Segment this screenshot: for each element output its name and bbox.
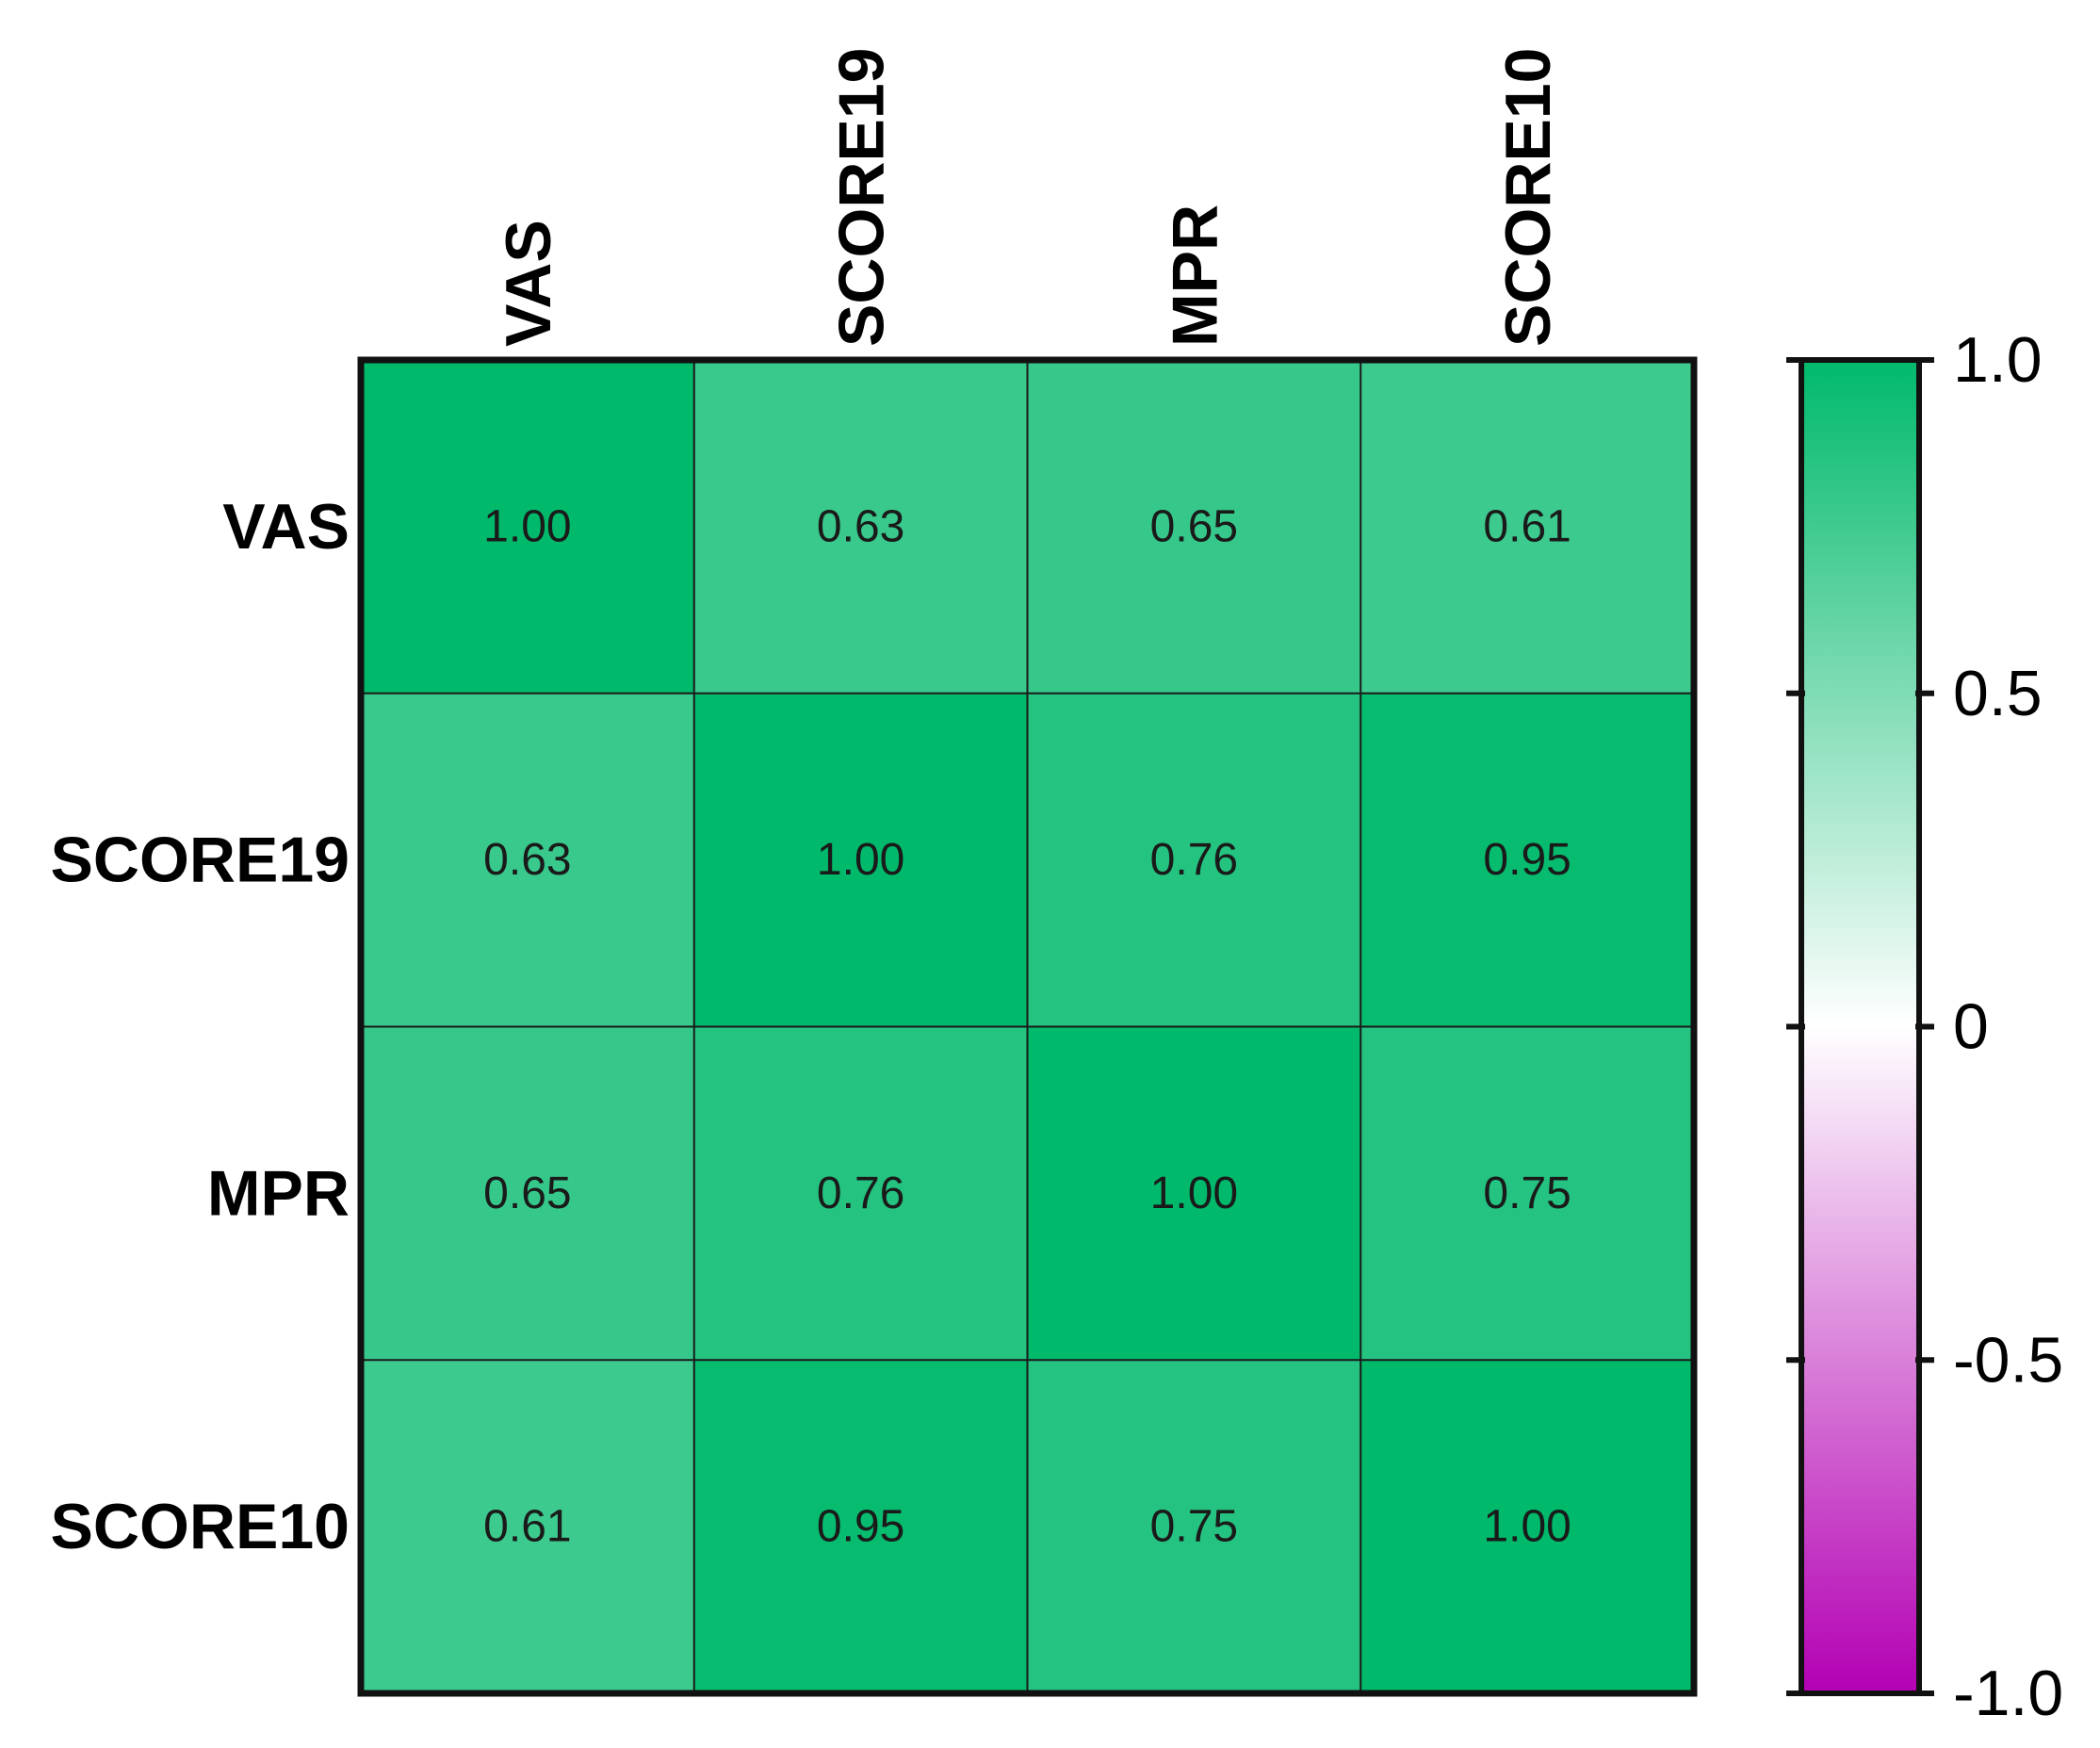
cell-value-label: 0.63: [817, 501, 904, 551]
heatmap-cell-mpr-score10: [1360, 1026, 1694, 1361]
row-label-vas: VAS: [222, 491, 350, 563]
row-label-mpr: MPR: [207, 1157, 350, 1229]
cell-value-label: 0.75: [1150, 1502, 1238, 1552]
column-label-vas: VAS: [493, 220, 564, 347]
colorbar: 1.0 0.5 0 -0.5 -1.0: [1786, 324, 2063, 1729]
heatmap-cell-score10-mpr: [1027, 1360, 1361, 1693]
colorbar-bar: [1799, 357, 1922, 1696]
heatmap-cell-score10-score10: [1360, 1360, 1694, 1693]
heatmap-cell-vas-vas: [361, 360, 694, 694]
heatmap-cell-mpr-vas: [361, 1026, 694, 1361]
heatmap-cell-mpr-score19: [693, 1026, 1028, 1361]
cell-value-label: 1.00: [1483, 1502, 1571, 1552]
heatmap-cell-score19-score10: [1360, 693, 1694, 1027]
heatmap-cell-score19-score19: [693, 693, 1028, 1027]
cell-value-label: 0.63: [483, 835, 571, 885]
heatmap-cells: 1.00 0.63 0.65 0.61 0.63 1.00 0.76 0.95 0.65 0.76…: [361, 360, 1694, 1693]
heatmap-cell-score10-score19: [693, 1360, 1028, 1693]
row-label-score10: SCORE10: [51, 1491, 350, 1562]
column-label-score19: SCORE19: [826, 48, 898, 347]
cell-value-label: 1.00: [817, 835, 904, 885]
heatmap-cell-vas-mpr: [1027, 360, 1361, 694]
cell-value-label: 1.00: [483, 501, 571, 551]
heatmap-cell-vas-score10: [1360, 360, 1694, 694]
cell-value-label: 0.95: [817, 1502, 904, 1552]
colorbar-tick-label: 1.0: [1953, 324, 2043, 396]
colorbar-tick-label: -1.0: [1953, 1658, 2063, 1729]
cell-value-label: 0.95: [1483, 835, 1571, 885]
cell-value-label: 0.65: [1150, 501, 1238, 551]
cell-value-label: 0.76: [1150, 835, 1238, 885]
heatmap-frame: [357, 356, 1698, 1697]
column-labels: VAS SCORE19 MPR SCORE10: [493, 48, 1564, 347]
heatmap-cell-score10-vas: [361, 1360, 694, 1693]
cell-value-label: 0.75: [1483, 1168, 1571, 1218]
cell-value-label: 0.61: [483, 1502, 571, 1552]
heatmap-cell-mpr-mpr: [1027, 1026, 1361, 1361]
row-labels: VAS SCORE19 MPR SCORE10: [51, 491, 350, 1562]
cell-value-label: 0.65: [483, 1168, 571, 1218]
cell-value-label: 0.61: [1483, 501, 1571, 551]
column-label-mpr: MPR: [1159, 204, 1230, 347]
column-label-score10: SCORE10: [1492, 48, 1564, 347]
heatmap-cell-vas-score19: [693, 360, 1028, 694]
colorbar-tick-label: -0.5: [1953, 1324, 2063, 1396]
colorbar-tick-label: 0.5: [1953, 658, 2043, 729]
colorbar-tick-label: 0: [1953, 991, 1989, 1063]
heatmap-cell-score19-vas: [361, 693, 694, 1027]
heatmap-grid: [357, 356, 1698, 1697]
row-label-score19: SCORE19: [51, 825, 350, 896]
heatmap-cell-score19-mpr: [1027, 693, 1361, 1027]
cell-value-label: 0.76: [817, 1168, 904, 1218]
cell-value-label: 1.00: [1150, 1168, 1238, 1218]
